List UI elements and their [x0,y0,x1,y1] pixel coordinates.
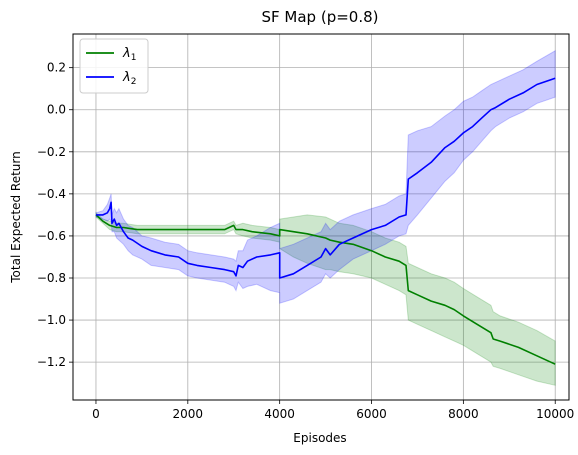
y-tick-label: −1.0 [37,313,66,327]
x-tick-label: 0 [92,407,100,421]
x-tick-label: 10000 [536,407,574,421]
y-tick-label: −0.2 [37,145,66,159]
legend: λ1 λ2 [79,38,149,94]
x-tick-label: 8000 [448,407,479,421]
y-tick-label: −1.2 [37,355,66,369]
y-axis-label: Total Expected Return [9,151,23,283]
y-tick-label: 0.2 [47,61,66,75]
y-tick-label: 0.0 [47,103,66,117]
chart-title: SF Map (p=0.8) [262,8,379,26]
confidence-bands [95,49,556,386]
x-tick-label: 6000 [356,407,387,421]
x-axis-ticks: 0 2000 4000 6000 8000 10000 [92,400,574,421]
legend-label-lambda2: λ2 [122,70,136,87]
legend-box [79,38,149,94]
series-lines [95,77,556,365]
x-tick-label: 2000 [173,407,204,421]
y-tick-label: −0.8 [37,271,66,285]
grid-lines [73,34,569,400]
legend-label-lambda1: λ1 [122,46,136,63]
y-axis-ticks: 0.2 0.0 −0.2 −0.4 −0.6 −0.8 −1.0 −1.2 [37,61,73,369]
x-axis-label: Episodes [293,431,346,445]
series-line-lambda2 [96,77,556,279]
y-tick-label: −0.4 [37,187,66,201]
plot-frame [72,33,570,401]
x-tick-label: 4000 [264,407,295,421]
series-line-lambda1 [95,214,556,365]
confidence-band-lambda2 [95,49,556,304]
y-tick-label: −0.6 [37,229,66,243]
